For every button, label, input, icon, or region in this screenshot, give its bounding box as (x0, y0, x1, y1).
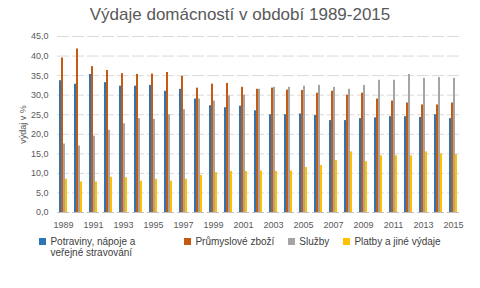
svg-text:0,0: 0,0 (36, 207, 49, 217)
svg-text:1991: 1991 (83, 220, 103, 230)
svg-text:45,0: 45,0 (31, 31, 49, 41)
svg-text:1997: 1997 (173, 220, 193, 230)
svg-text:1995: 1995 (143, 220, 163, 230)
svg-text:20,0: 20,0 (31, 129, 49, 139)
html-text:Platby a jiné výdaje: Platby a jiné výdaje (354, 236, 441, 247)
html-text:Výdaje domácností v období 198: Výdaje domácností v období 1989-2015 (89, 5, 391, 24)
svg-text:1989: 1989 (53, 220, 73, 230)
svg-text:2015: 2015 (443, 220, 463, 230)
svg-text:2003: 2003 (263, 220, 283, 230)
svg-text:1993: 1993 (113, 220, 133, 230)
svg-text:5,0: 5,0 (36, 188, 49, 198)
svg-text:2013: 2013 (413, 220, 433, 230)
html-text:Služby: Služby (299, 236, 330, 247)
html-text:Průmyslové zboží: Průmyslové zboží (195, 236, 275, 247)
svg-text:1999: 1999 (203, 220, 223, 230)
svg-text:35,0: 35,0 (31, 70, 49, 80)
svg-text:výdaj v %: výdaj v % (18, 105, 28, 144)
svg-text:2011: 2011 (384, 220, 403, 230)
svg-text:2007: 2007 (323, 220, 343, 230)
svg-text:2005: 2005 (293, 220, 313, 230)
svg-text:15,0: 15,0 (31, 149, 49, 159)
svg-text:10,0: 10,0 (31, 168, 49, 178)
svg-text:25,0: 25,0 (31, 110, 49, 120)
svg-text:40,0: 40,0 (31, 51, 49, 61)
svg-text:2001: 2001 (233, 220, 253, 230)
svg-text:30,0: 30,0 (31, 90, 49, 100)
svg-text:2009: 2009 (353, 220, 373, 230)
html-text:Potraviny, nápoje a veřejné st: Potraviny, nápoje a veřejné stravování (50, 236, 136, 258)
